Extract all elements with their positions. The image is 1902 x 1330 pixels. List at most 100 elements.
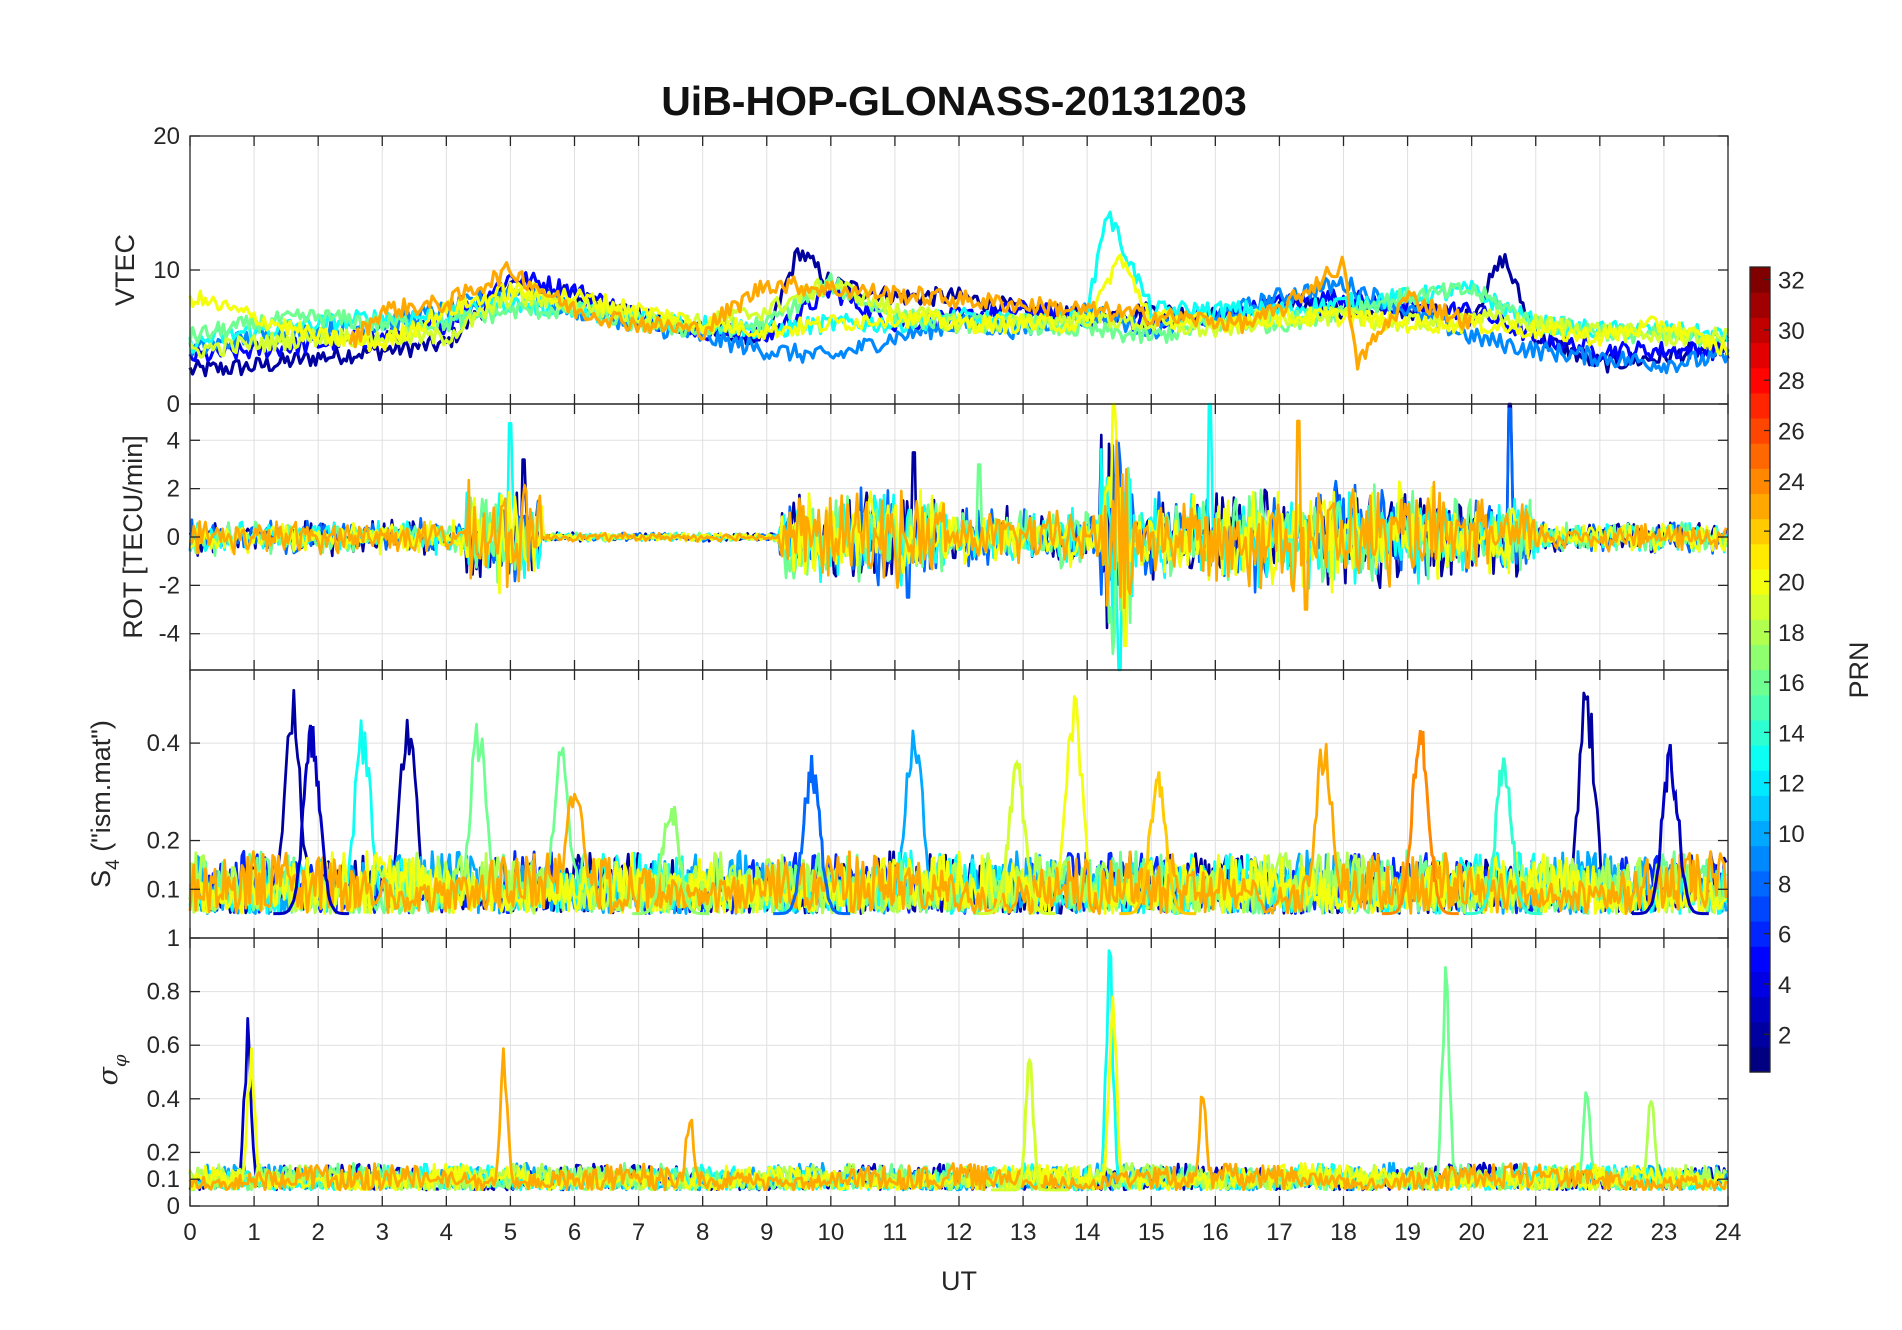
colorbar-tick-label: 22	[1778, 519, 1805, 546]
colorbar-tick-label: 12	[1778, 771, 1805, 798]
colorbar-cell	[1750, 770, 1770, 796]
panel-sigma: 00.10.2 0.4 0.6 0.8 1 σφ	[93, 925, 1729, 1220]
s4-ylabel-sub: 4	[103, 859, 124, 870]
y-tick-label: 1	[167, 925, 180, 952]
x-tick-label: 1	[247, 1219, 260, 1246]
panel-s4: 0.1 0.2 0.4 S4 ("ism.mat")	[86, 669, 1729, 939]
x-tick-label: 21	[1522, 1219, 1549, 1246]
s4-ylabel: S4 ("ism.mat")	[86, 720, 124, 888]
colorbar-cell	[1750, 946, 1770, 972]
s4-peak-prn-14	[1465, 757, 1543, 916]
x-tick-label: 13	[1010, 1219, 1037, 1246]
rot-line-prn-23	[188, 419, 1728, 611]
y-tick-label: 0.4	[147, 1086, 180, 1113]
colorbar-cell	[1750, 317, 1770, 344]
colorbar-tick-label: 28	[1778, 368, 1805, 395]
colorbar-tick-label: 30	[1778, 318, 1805, 345]
colorbar-cell	[1750, 845, 1770, 872]
x-tick-label: 5	[504, 1219, 517, 1246]
colorbar-cell	[1750, 694, 1770, 721]
rot-line-prn-16	[188, 463, 1728, 656]
x-tick-label: 23	[1651, 1219, 1678, 1246]
rot-line-prn-8	[188, 407, 1728, 599]
x-tick-label: 18	[1330, 1219, 1357, 1246]
x-tick-label: 3	[376, 1219, 389, 1246]
colorbar-cell	[1750, 468, 1770, 495]
s4-series	[188, 688, 1728, 916]
colorbar-cell	[1750, 568, 1770, 595]
y-tick-label: 10	[153, 257, 180, 284]
colorbar-cell	[1750, 1021, 1770, 1048]
colorbar-tick-label: 26	[1778, 419, 1805, 446]
x-tick-label: 20	[1458, 1219, 1485, 1246]
colorbar-cell	[1750, 996, 1770, 1023]
vtec-ylabel: VTEC	[110, 234, 140, 306]
colorbar-cell	[1750, 543, 1770, 570]
vtec-line-prn-23	[348, 255, 1472, 371]
colorbar-cell	[1750, 1046, 1770, 1073]
x-axis-ticks: 0 1 2 3 4 5 6 7 8 9 10 11 12 13 14 15 16 17 18 19 20 21 22 23 24	[183, 1219, 1741, 1246]
colorbar-cell	[1750, 619, 1770, 645]
colorbar-cell	[1750, 795, 1770, 822]
colorbar-tick-label: 24	[1778, 469, 1805, 496]
y-tick-label: 0	[167, 391, 180, 418]
y-tick-label: -2	[159, 572, 180, 599]
x-tick-label: 12	[946, 1219, 973, 1246]
colorbar-cell	[1750, 392, 1770, 419]
x-tick-label: 6	[568, 1219, 581, 1246]
y-tick-label: 0.1	[147, 876, 180, 903]
x-tick-label: 8	[696, 1219, 709, 1246]
y-tick-label: 0.4	[147, 730, 180, 757]
colorbar-cell	[1750, 367, 1770, 394]
colorbar-tick-label: 2	[1778, 1022, 1791, 1049]
s4-line-prn-23	[188, 742, 1728, 915]
sigma-line-prn-20	[188, 995, 1728, 1192]
chart-title: UiB-HOP-GLONASS-20131203	[661, 78, 1247, 124]
sigma-line-prn-16	[188, 966, 1728, 1192]
s4-peak-prn-3	[273, 724, 349, 916]
colorbar-cell	[1750, 594, 1770, 620]
y-tick-label: 0.8	[147, 979, 180, 1006]
colorbar-cell	[1750, 493, 1770, 520]
x-tick-label: 0	[183, 1219, 196, 1246]
colorbar-cell	[1750, 518, 1770, 545]
sigma-peak-prn-19	[991, 1056, 1068, 1192]
colorbar-tick-label: 32	[1778, 268, 1805, 295]
colorbar-cell	[1750, 669, 1770, 696]
sigma-line-prn-13	[188, 949, 1727, 1192]
x-tick-label: 17	[1266, 1219, 1293, 1246]
colorbar-tick-label: 8	[1778, 871, 1791, 898]
colorbar-cell	[1750, 744, 1770, 771]
x-tick-label: 15	[1138, 1219, 1165, 1246]
x-tick-label: 22	[1586, 1219, 1613, 1246]
panel-rot: -4 -2 0 2 4 ROT [TECU/min]	[118, 402, 1729, 672]
colorbar-tick-label: 14	[1778, 720, 1805, 747]
colorbar-cell	[1750, 292, 1770, 318]
colorbar-tick-label: 18	[1778, 620, 1805, 647]
colorbar-tick-label: 10	[1778, 821, 1805, 848]
y-tick-label: 0	[167, 1193, 180, 1220]
sigma-ylabel-main: σ	[93, 1066, 124, 1086]
colorbar-label: PRN	[1844, 641, 1874, 698]
colorbar-cell	[1750, 417, 1770, 444]
y-tick-label: 0.2	[147, 828, 180, 855]
colorbar-tick-label: 16	[1778, 670, 1805, 697]
x-axis-label: UT	[941, 1266, 977, 1296]
y-tick-label: 4	[167, 427, 180, 454]
sigma-ylabel-sub: φ	[110, 1054, 131, 1067]
x-tick-label: 7	[632, 1219, 645, 1246]
colorbar-tick-label: 20	[1778, 569, 1805, 596]
vtec-series	[188, 210, 1730, 378]
x-tick-label: 2	[311, 1219, 324, 1246]
colorbar-cell	[1750, 443, 1770, 469]
colorbar-cell	[1750, 267, 1770, 293]
y-tick-label: 0.2	[147, 1139, 180, 1166]
colorbar-cell	[1750, 719, 1770, 746]
x-tick-label: 19	[1394, 1219, 1421, 1246]
x-tick-label: 11	[882, 1219, 907, 1246]
x-tick-label: 4	[440, 1219, 453, 1246]
panel-vtec: 0 10 20 VTEC	[110, 123, 1730, 418]
s4-peak-prn-17	[632, 805, 710, 916]
colorbar-cell	[1750, 895, 1770, 922]
